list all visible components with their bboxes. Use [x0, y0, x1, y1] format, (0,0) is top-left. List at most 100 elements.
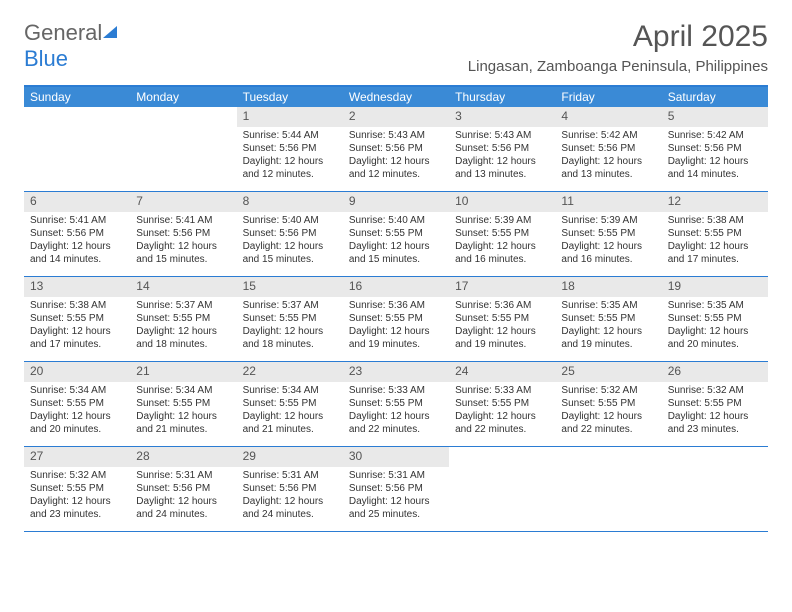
day-number: 21	[130, 362, 236, 382]
weekday-header: Sunday	[24, 87, 130, 107]
sunrise-line: Sunrise: 5:37 AM	[136, 299, 230, 312]
sunrise-line: Sunrise: 5:42 AM	[668, 129, 762, 142]
day-body: Sunrise: 5:32 AMSunset: 5:55 PMDaylight:…	[555, 382, 661, 440]
daylight-line: Daylight: 12 hours and 25 minutes.	[349, 495, 443, 521]
daylight-line: Daylight: 12 hours and 22 minutes.	[455, 410, 549, 436]
day-body: Sunrise: 5:34 AMSunset: 5:55 PMDaylight:…	[24, 382, 130, 440]
calendar-cell: 13Sunrise: 5:38 AMSunset: 5:55 PMDayligh…	[24, 277, 130, 361]
calendar-week: 13Sunrise: 5:38 AMSunset: 5:55 PMDayligh…	[24, 277, 768, 362]
day-body: Sunrise: 5:42 AMSunset: 5:56 PMDaylight:…	[555, 127, 661, 185]
day-body: Sunrise: 5:33 AMSunset: 5:55 PMDaylight:…	[449, 382, 555, 440]
day-number: 1	[237, 107, 343, 127]
day-body: Sunrise: 5:43 AMSunset: 5:56 PMDaylight:…	[343, 127, 449, 185]
calendar-cell: 10Sunrise: 5:39 AMSunset: 5:55 PMDayligh…	[449, 192, 555, 276]
day-number: 16	[343, 277, 449, 297]
sunset-line: Sunset: 5:55 PM	[30, 482, 124, 495]
sunset-line: Sunset: 5:55 PM	[243, 397, 337, 410]
sunrise-line: Sunrise: 5:40 AM	[349, 214, 443, 227]
calendar-cell: 12Sunrise: 5:38 AMSunset: 5:55 PMDayligh…	[662, 192, 768, 276]
sunrise-line: Sunrise: 5:39 AM	[561, 214, 655, 227]
calendar: SundayMondayTuesdayWednesdayThursdayFrid…	[24, 85, 768, 532]
day-number: 28	[130, 447, 236, 467]
calendar-week: 6Sunrise: 5:41 AMSunset: 5:56 PMDaylight…	[24, 192, 768, 277]
sunset-line: Sunset: 5:55 PM	[455, 397, 549, 410]
daylight-line: Daylight: 12 hours and 13 minutes.	[455, 155, 549, 181]
day-body: Sunrise: 5:44 AMSunset: 5:56 PMDaylight:…	[237, 127, 343, 185]
sunrise-line: Sunrise: 5:35 AM	[561, 299, 655, 312]
calendar-week: ..1Sunrise: 5:44 AMSunset: 5:56 PMDaylig…	[24, 107, 768, 192]
calendar-cell: .	[662, 447, 768, 531]
daylight-line: Daylight: 12 hours and 15 minutes.	[136, 240, 230, 266]
day-number: 29	[237, 447, 343, 467]
calendar-cell: 29Sunrise: 5:31 AMSunset: 5:56 PMDayligh…	[237, 447, 343, 531]
calendar-cell: 26Sunrise: 5:32 AMSunset: 5:55 PMDayligh…	[662, 362, 768, 446]
sunrise-line: Sunrise: 5:41 AM	[136, 214, 230, 227]
weekday-header: Friday	[555, 87, 661, 107]
calendar-cell: 25Sunrise: 5:32 AMSunset: 5:55 PMDayligh…	[555, 362, 661, 446]
sunrise-line: Sunrise: 5:44 AM	[243, 129, 337, 142]
day-body: Sunrise: 5:37 AMSunset: 5:55 PMDaylight:…	[237, 297, 343, 355]
day-number: 22	[237, 362, 343, 382]
day-body: Sunrise: 5:36 AMSunset: 5:55 PMDaylight:…	[343, 297, 449, 355]
daylight-line: Daylight: 12 hours and 14 minutes.	[30, 240, 124, 266]
daylight-line: Daylight: 12 hours and 14 minutes.	[668, 155, 762, 181]
sunset-line: Sunset: 5:56 PM	[243, 227, 337, 240]
calendar-cell: 7Sunrise: 5:41 AMSunset: 5:56 PMDaylight…	[130, 192, 236, 276]
calendar-cell: 22Sunrise: 5:34 AMSunset: 5:55 PMDayligh…	[237, 362, 343, 446]
sunrise-line: Sunrise: 5:36 AM	[455, 299, 549, 312]
day-body: Sunrise: 5:32 AMSunset: 5:55 PMDaylight:…	[24, 467, 130, 525]
daylight-line: Daylight: 12 hours and 21 minutes.	[243, 410, 337, 436]
daylight-line: Daylight: 12 hours and 19 minutes.	[349, 325, 443, 351]
logo-text-general: General	[24, 20, 102, 45]
sunrise-line: Sunrise: 5:37 AM	[243, 299, 337, 312]
calendar-cell: .	[24, 107, 130, 191]
calendar-cell: .	[130, 107, 236, 191]
page-title: April 2025	[468, 20, 768, 54]
calendar-cell: 6Sunrise: 5:41 AMSunset: 5:56 PMDaylight…	[24, 192, 130, 276]
weekday-header-row: SundayMondayTuesdayWednesdayThursdayFrid…	[24, 87, 768, 107]
sunrise-line: Sunrise: 5:33 AM	[349, 384, 443, 397]
sunset-line: Sunset: 5:55 PM	[668, 312, 762, 325]
day-body: Sunrise: 5:40 AMSunset: 5:55 PMDaylight:…	[343, 212, 449, 270]
daylight-line: Daylight: 12 hours and 22 minutes.	[561, 410, 655, 436]
calendar-week: 27Sunrise: 5:32 AMSunset: 5:55 PMDayligh…	[24, 447, 768, 532]
weekday-header: Thursday	[449, 87, 555, 107]
calendar-cell: 4Sunrise: 5:42 AMSunset: 5:56 PMDaylight…	[555, 107, 661, 191]
sunrise-line: Sunrise: 5:34 AM	[136, 384, 230, 397]
day-body: Sunrise: 5:35 AMSunset: 5:55 PMDaylight:…	[662, 297, 768, 355]
sunset-line: Sunset: 5:55 PM	[136, 397, 230, 410]
daylight-line: Daylight: 12 hours and 22 minutes.	[349, 410, 443, 436]
sunset-line: Sunset: 5:55 PM	[668, 397, 762, 410]
sunrise-line: Sunrise: 5:31 AM	[349, 469, 443, 482]
day-number: 26	[662, 362, 768, 382]
weekday-header: Monday	[130, 87, 236, 107]
day-number: 8	[237, 192, 343, 212]
sunrise-line: Sunrise: 5:31 AM	[243, 469, 337, 482]
day-number: 30	[343, 447, 449, 467]
sunset-line: Sunset: 5:55 PM	[561, 312, 655, 325]
calendar-cell: 19Sunrise: 5:35 AMSunset: 5:55 PMDayligh…	[662, 277, 768, 361]
sunrise-line: Sunrise: 5:42 AM	[561, 129, 655, 142]
daylight-line: Daylight: 12 hours and 24 minutes.	[243, 495, 337, 521]
daylight-line: Daylight: 12 hours and 18 minutes.	[136, 325, 230, 351]
sunrise-line: Sunrise: 5:32 AM	[30, 469, 124, 482]
sunset-line: Sunset: 5:55 PM	[30, 397, 124, 410]
day-number: 15	[237, 277, 343, 297]
calendar-cell: 5Sunrise: 5:42 AMSunset: 5:56 PMDaylight…	[662, 107, 768, 191]
weekday-header: Wednesday	[343, 87, 449, 107]
day-body: Sunrise: 5:41 AMSunset: 5:56 PMDaylight:…	[24, 212, 130, 270]
day-body: Sunrise: 5:39 AMSunset: 5:55 PMDaylight:…	[555, 212, 661, 270]
sunset-line: Sunset: 5:55 PM	[136, 312, 230, 325]
title-block: April 2025 Lingasan, Zamboanga Peninsula…	[468, 20, 768, 75]
sunrise-line: Sunrise: 5:39 AM	[455, 214, 549, 227]
daylight-line: Daylight: 12 hours and 20 minutes.	[668, 325, 762, 351]
sunrise-line: Sunrise: 5:38 AM	[668, 214, 762, 227]
logo: General Blue	[24, 20, 117, 72]
sunrise-line: Sunrise: 5:33 AM	[455, 384, 549, 397]
daylight-line: Daylight: 12 hours and 24 minutes.	[136, 495, 230, 521]
sunrise-line: Sunrise: 5:32 AM	[561, 384, 655, 397]
sunrise-line: Sunrise: 5:35 AM	[668, 299, 762, 312]
day-body: Sunrise: 5:33 AMSunset: 5:55 PMDaylight:…	[343, 382, 449, 440]
calendar-cell: 17Sunrise: 5:36 AMSunset: 5:55 PMDayligh…	[449, 277, 555, 361]
calendar-week: 20Sunrise: 5:34 AMSunset: 5:55 PMDayligh…	[24, 362, 768, 447]
